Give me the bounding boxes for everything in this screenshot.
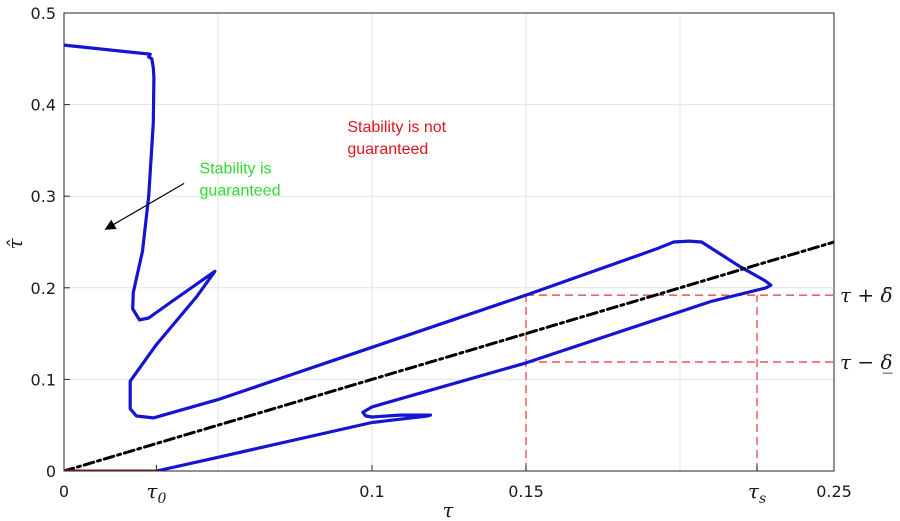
reference-lines: [525, 294, 834, 471]
y-tick-label-3: 0.3: [31, 187, 56, 206]
right-label-1: τ − δ̲: [840, 350, 893, 374]
annotation-guaranteed-line-0: Stability is: [200, 160, 272, 177]
series-identity: [64, 240, 834, 471]
y-tick-label-0: 0: [46, 462, 56, 481]
series-stability-boundary: [64, 43, 773, 471]
annotation-guaranteed: Stability is guaranteed: [200, 160, 281, 199]
y-tick-label-2: 0.2: [31, 279, 56, 298]
x-tick-label-3: 0.25: [816, 482, 852, 501]
right-label-0: τ + δ̄: [840, 283, 893, 307]
annotation-not-guaranteed-line-0: Stability is not: [347, 119, 446, 136]
x-tick-label-2: 0.15: [508, 482, 544, 501]
y-tick-label-5: 0.5: [31, 4, 56, 23]
special-x-label-1: τs: [748, 479, 766, 507]
ticks: 0 0.1 0.15 0.25 0 0.1 0.2 0.3 0.4 0.5 τ0 τs: [31, 4, 852, 507]
annotation-arrow: [104, 182, 185, 230]
x-axis-label: τ: [442, 498, 454, 521]
y-axis-label: τ̂: [3, 238, 27, 250]
plot-background: [64, 13, 834, 471]
x-tick-label-1: 0.1: [359, 482, 384, 501]
annotation-guaranteed-line-1: guaranteed: [200, 182, 281, 199]
annotation-not-guaranteed: Stability is not guaranteed: [347, 119, 446, 158]
x-tick-label-0: 0: [59, 482, 69, 501]
special-x-label-0: τ0: [146, 479, 166, 507]
annotation-not-guaranteed-line-1: guaranteed: [347, 141, 428, 158]
plot-frame: [63, 12, 835, 472]
y-tick-label-1: 0.1: [31, 370, 56, 389]
annotations: τ + δ̄τ − δ̲Stability isguaranteedStabil…: [104, 119, 893, 374]
series-layer: [64, 43, 834, 471]
y-tick-label-4: 0.4: [31, 96, 56, 115]
